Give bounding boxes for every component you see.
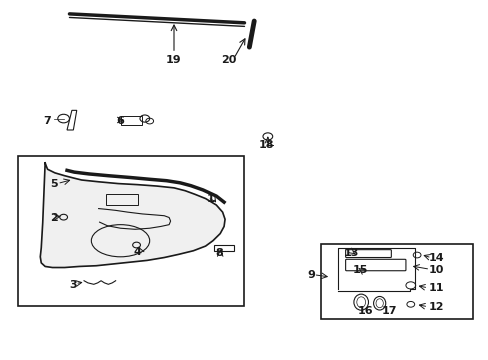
Text: 17: 17 bbox=[381, 306, 396, 316]
Text: 1: 1 bbox=[206, 194, 214, 203]
Bar bbox=[106, 194, 137, 205]
Text: 11: 11 bbox=[428, 283, 444, 293]
Polygon shape bbox=[40, 163, 224, 267]
Text: 7: 7 bbox=[43, 116, 51, 126]
Bar bbox=[321, 244, 472, 319]
Text: 9: 9 bbox=[307, 270, 315, 280]
Text: 15: 15 bbox=[352, 265, 367, 275]
Text: 2: 2 bbox=[50, 212, 58, 222]
Bar bbox=[19, 156, 244, 306]
Text: 18: 18 bbox=[258, 140, 274, 150]
Text: 13: 13 bbox=[343, 248, 358, 258]
Text: 14: 14 bbox=[428, 253, 444, 263]
Text: 6: 6 bbox=[116, 116, 124, 126]
Text: 19: 19 bbox=[166, 55, 182, 65]
Bar bbox=[120, 116, 142, 125]
Text: 20: 20 bbox=[221, 55, 236, 65]
Text: 8: 8 bbox=[215, 248, 223, 258]
Bar bbox=[214, 245, 233, 251]
Text: 12: 12 bbox=[428, 302, 444, 312]
Text: 3: 3 bbox=[69, 280, 77, 291]
Text: 4: 4 bbox=[133, 247, 141, 257]
Text: 5: 5 bbox=[50, 179, 58, 189]
Text: 16: 16 bbox=[357, 306, 372, 316]
Text: 10: 10 bbox=[428, 265, 443, 275]
